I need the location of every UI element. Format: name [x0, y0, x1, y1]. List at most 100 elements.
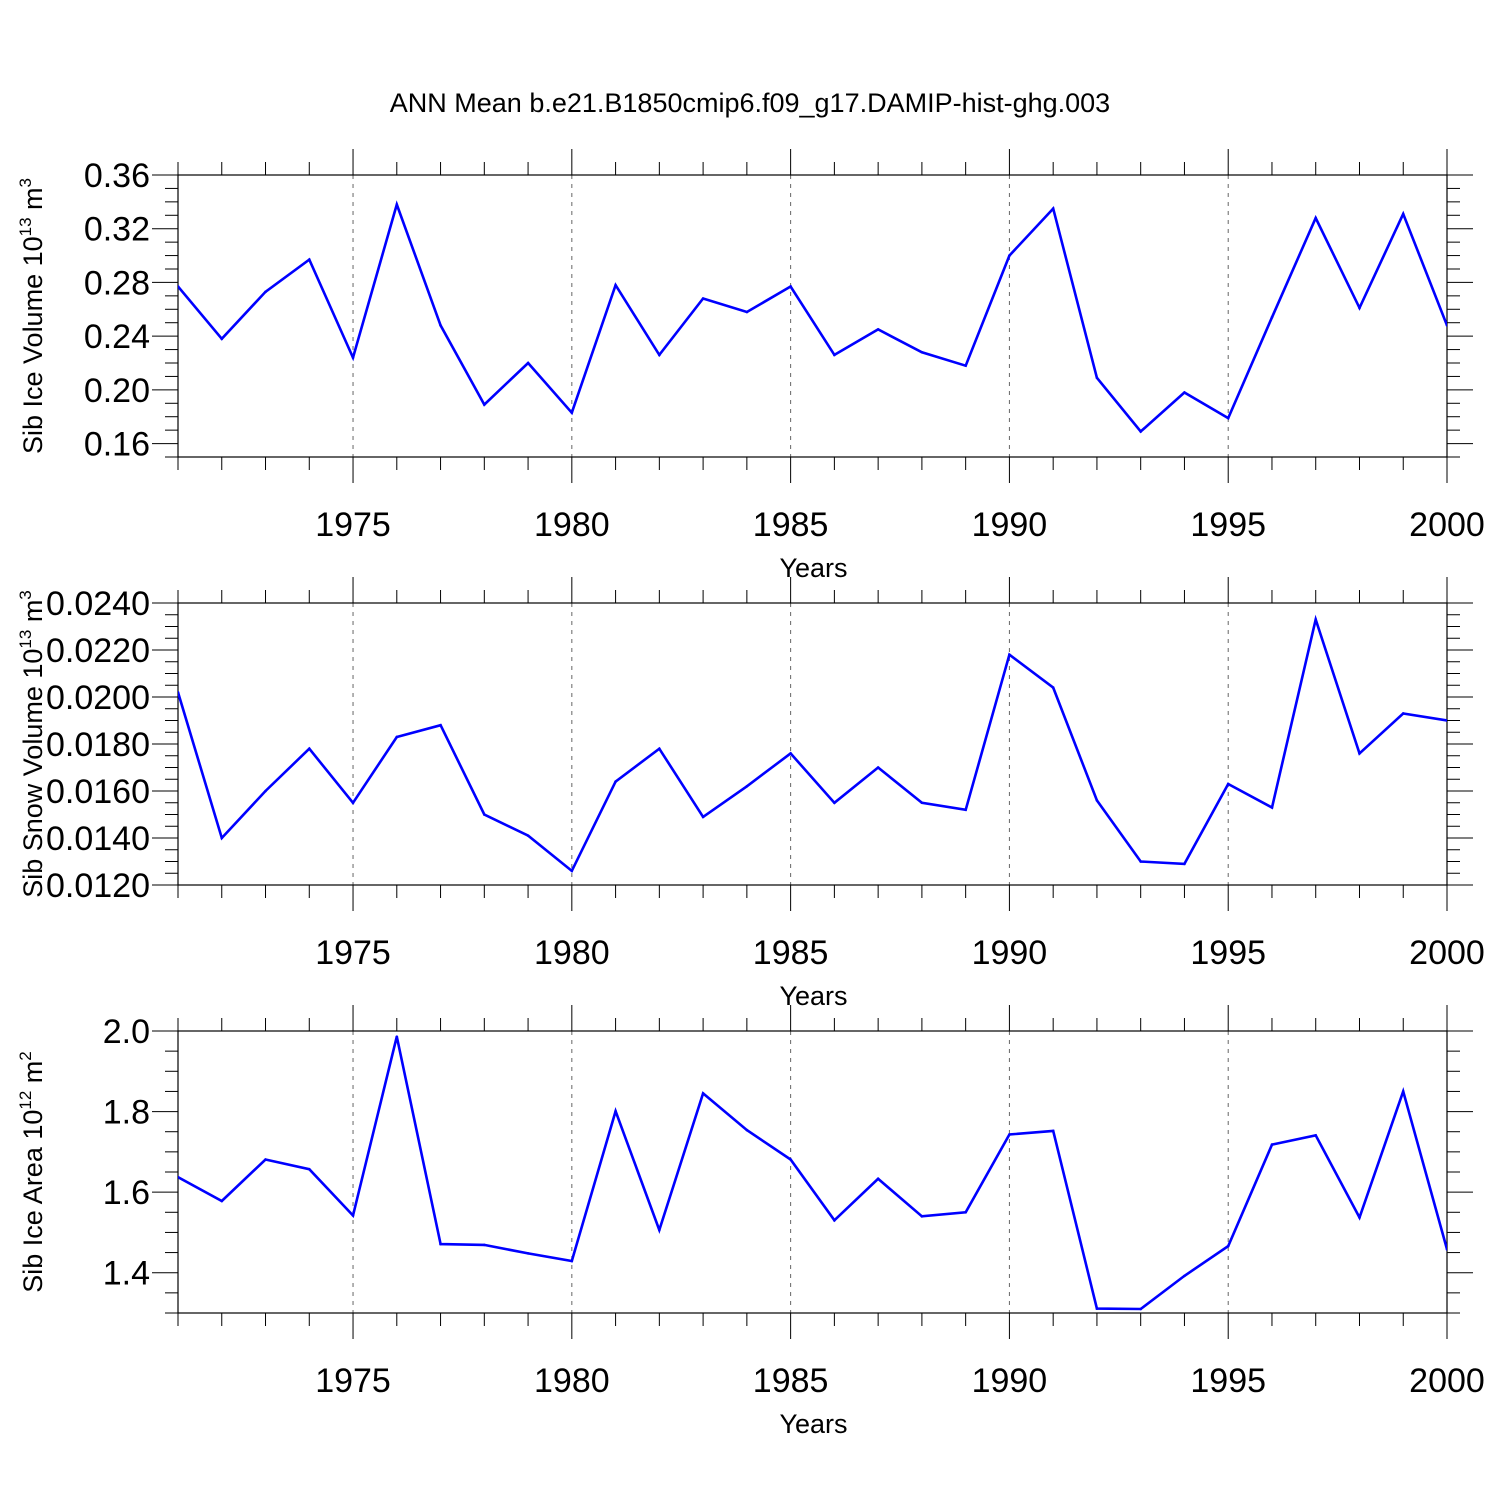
x-tick-label-1990: 1990: [972, 934, 1048, 972]
data-point-1978: [483, 403, 486, 406]
x-axis-label: Years: [779, 553, 847, 583]
data-point-1998: [1358, 306, 1361, 310]
data-point-1994: [1183, 391, 1186, 394]
data-point-1997: [1314, 216, 1318, 220]
data-point-1984: [745, 785, 749, 788]
x-tick-label-2000: 2000: [1409, 506, 1485, 544]
plot-frame: [177, 1030, 1448, 1314]
x-tick-label-1995: 1995: [1190, 934, 1266, 972]
data-point-1979: [526, 1252, 530, 1255]
data-point-1977: [439, 1242, 442, 1246]
data-point-1981: [614, 283, 617, 287]
data-point-1972: [220, 836, 224, 840]
y-tick-label: 0.0220: [46, 632, 150, 670]
data-point-1981: [614, 780, 617, 783]
x-tick-label-1980: 1980: [534, 506, 610, 544]
data-point-1977: [439, 723, 442, 727]
figure-title: ANN Mean b.e21.B1850cmip6.f09_g17.DAMIP-…: [390, 88, 1110, 118]
data-point-2000: [1445, 324, 1447, 327]
data-point-2000: [1445, 1248, 1447, 1251]
y-tick-label: 1.6: [103, 1174, 150, 1212]
data-point-1976: [395, 203, 399, 206]
panel-1: 0.16 0.20 0.24 0.28 0.32 0.36 1975 1980 1985 1990…: [16, 149, 1485, 583]
data-point-1988: [920, 350, 924, 354]
data-point-1974: [307, 747, 311, 750]
series-line: [178, 200, 1447, 434]
y-axis-label: Sib Ice Area 1012 m2: [16, 1051, 48, 1293]
y-tick-label: 0.20: [84, 372, 150, 410]
data-point-1993: [1139, 1307, 1142, 1311]
data-point-1971: [178, 691, 180, 694]
data-point-1983: [701, 815, 705, 819]
y-tick-label: 2.0: [103, 1013, 150, 1051]
data-point-1982: [658, 747, 661, 750]
data-point-1982: [658, 353, 661, 357]
data-point-1975: [351, 801, 355, 805]
data-point-1986: [833, 353, 836, 357]
x-axis-label: Years: [779, 981, 847, 1011]
plot-frame: [177, 174, 1448, 458]
x-axis-label: Years: [779, 1409, 847, 1439]
data-point-1991: [1051, 686, 1055, 689]
x-tick-label-1975: 1975: [315, 1362, 391, 1400]
data-point-1991: [1051, 1129, 1055, 1133]
data-point-1996: [1270, 1143, 1274, 1146]
data-point-1985: [789, 285, 792, 288]
data-point-1996: [1270, 316, 1274, 319]
data-point-1983: [701, 1092, 705, 1095]
x-tick-label-1985: 1985: [753, 1362, 829, 1400]
data-point-1996: [1270, 806, 1274, 809]
data-point-1971: [178, 1175, 180, 1179]
data-point-1980: [570, 1259, 574, 1263]
data-point-1989: [964, 364, 967, 367]
data-point-1971: [178, 285, 180, 288]
data-point-1994: [1183, 1274, 1186, 1278]
data-point-1991: [1051, 207, 1055, 210]
data-point-1999: [1401, 1090, 1405, 1093]
y-tick-label: 0.0200: [46, 679, 150, 717]
data-point-1979: [526, 834, 530, 837]
data-point-1983: [701, 297, 705, 300]
data-point-1999: [1401, 712, 1405, 715]
data-point-1980: [570, 411, 574, 414]
x-tick-label-1975: 1975: [315, 934, 391, 972]
x-tick-label-2000: 2000: [1409, 934, 1485, 972]
data-point-1986: [833, 801, 836, 805]
data-point-1985: [789, 1158, 792, 1161]
data-point-1977: [439, 324, 442, 327]
data-point-1997: [1314, 1134, 1318, 1137]
data-point-1973: [264, 789, 267, 793]
y-tick-label: 0.0120: [46, 867, 150, 905]
data-point-1978: [483, 813, 486, 816]
series-line: [178, 1036, 1447, 1311]
data-point-1973: [264, 1158, 267, 1161]
y-tick-label: 1.8: [103, 1094, 150, 1132]
y-axis-label: Sib Ice Volume 1013 m3: [16, 178, 48, 454]
y-tick-label: 0.24: [84, 318, 150, 356]
data-point-1984: [745, 1128, 749, 1132]
data-point-1995: [1226, 416, 1230, 420]
data-point-1998: [1358, 752, 1361, 755]
data-point-1990: [1008, 254, 1011, 257]
data-point-1984: [745, 310, 749, 314]
y-tick-label: 0.0180: [46, 726, 150, 764]
data-point-1976: [395, 1035, 399, 1038]
x-tick-label-2000: 2000: [1409, 1362, 1485, 1400]
panel-2: 0.0120 0.0140 0.0160 0.0180 0.0200 0.0220 0.02…: [16, 577, 1485, 1011]
data-point-1994: [1183, 862, 1186, 866]
y-tick-label: 0.0240: [46, 585, 150, 623]
data-point-1986: [833, 1219, 836, 1222]
y-tick-label: 0.36: [84, 157, 150, 195]
data-point-1987: [876, 328, 880, 331]
data-point-1998: [1358, 1216, 1361, 1219]
data-point-1978: [483, 1243, 486, 1247]
x-tick-label-1995: 1995: [1190, 1362, 1266, 1400]
data-point-1990: [1008, 653, 1011, 656]
x-tick-label-1995: 1995: [1190, 506, 1266, 544]
data-point-1974: [307, 1167, 311, 1171]
data-point-1985: [789, 752, 792, 755]
data-point-1976: [395, 735, 399, 739]
data-point-1999: [1401, 212, 1405, 216]
data-point-1980: [570, 869, 574, 873]
